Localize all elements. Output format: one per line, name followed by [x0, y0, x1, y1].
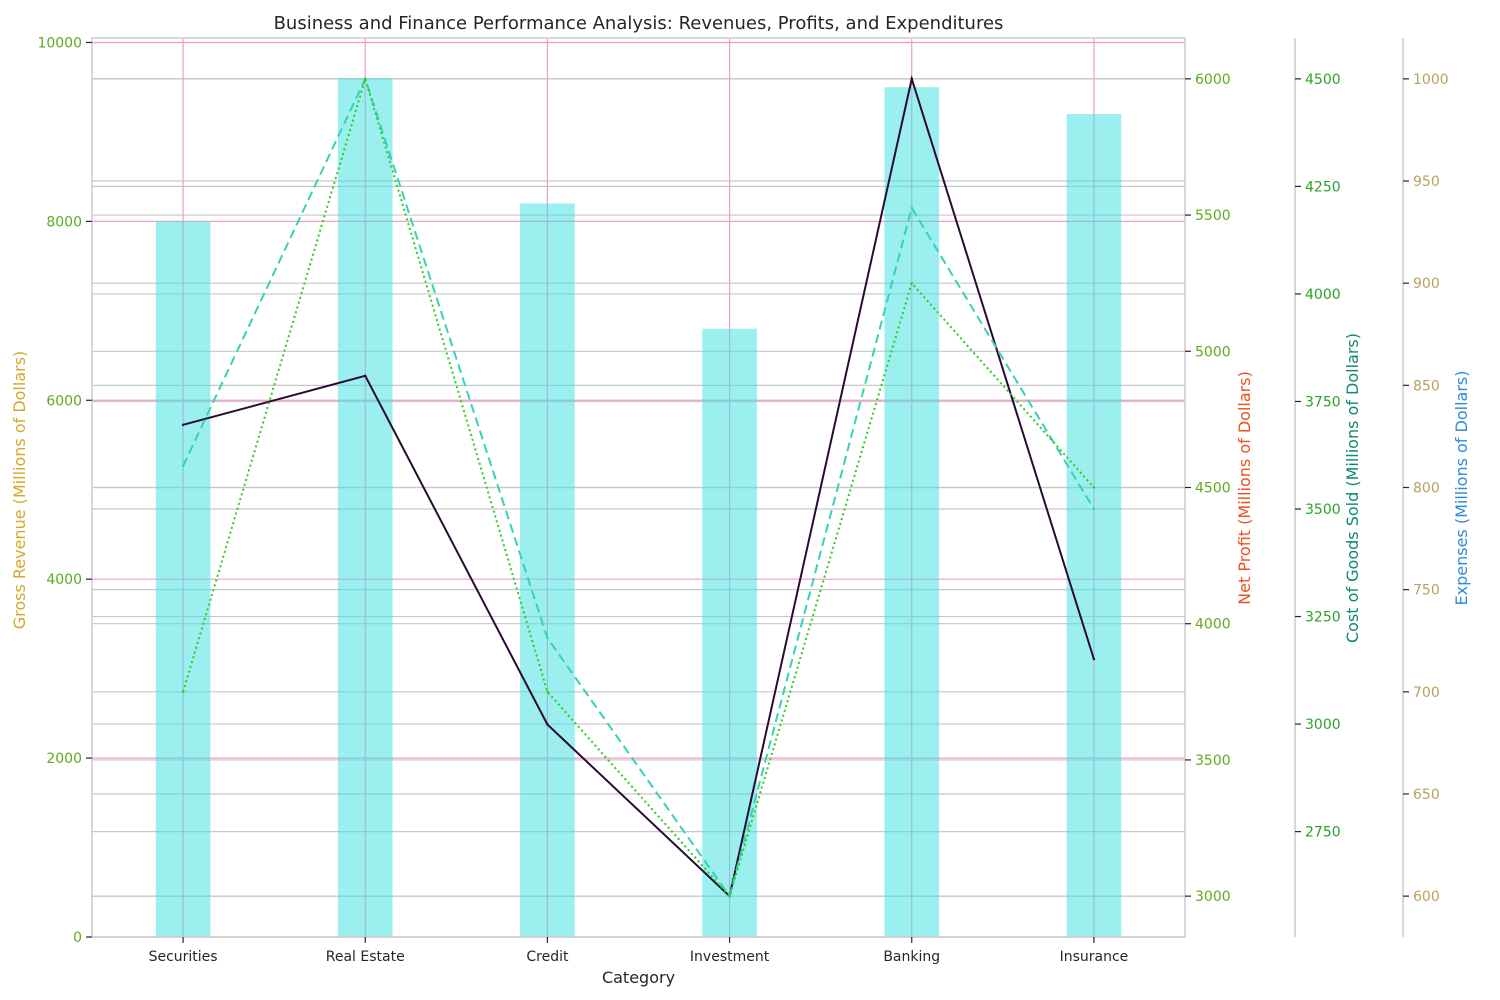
- y-tick-label-profit-3500: 3500: [1195, 753, 1231, 769]
- y-tick-label-gross-8000: 8000: [46, 214, 82, 230]
- point-net-profit-real-estate: [364, 374, 367, 378]
- y-tick-label-expenses-1000: 1000: [1413, 72, 1449, 88]
- y-tick-label-cogs-3000: 3000: [1305, 717, 1341, 733]
- y-tick-label-expenses-650: 650: [1413, 787, 1440, 803]
- y-axis-label-gross: Gross Revenue (Millions of Dollars): [10, 351, 29, 630]
- point-cost-of-goods-sold-banking: [910, 206, 913, 210]
- point-net-profit-credit: [546, 723, 549, 726]
- point-cost-of-goods-sold-insurance: [1092, 507, 1096, 511]
- x-tick-label-credit: Credit: [526, 949, 569, 965]
- y-tick-label-gross-4000: 4000: [46, 572, 82, 588]
- point-expenses-credit: [546, 690, 549, 694]
- bars-layer: [155, 78, 1122, 938]
- lines-layer: [181, 75, 1096, 899]
- point-expenses-insurance: [1092, 486, 1096, 489]
- y-tick-label-gross-6000: 6000: [46, 393, 82, 409]
- x-tick-label-insurance: Insurance: [1060, 949, 1129, 965]
- bar-investment: [702, 328, 757, 937]
- x-tick-label-banking: Banking: [883, 949, 940, 965]
- point-expenses-real-estate: [364, 77, 367, 81]
- bar-credit: [520, 203, 575, 938]
- line-cost-of-goods-sold: [182, 76, 1095, 899]
- y-tick-label-profit-5000: 5000: [1195, 344, 1231, 360]
- x-axis-label: Category: [602, 968, 675, 987]
- x-tick-label-investment: Investment: [690, 949, 770, 965]
- chart-title: Business and Finance Performance Analysi…: [274, 13, 1004, 34]
- y-axis-label-cogs: Cost of Goods Sold (Millions of Dollars): [1343, 333, 1362, 643]
- y-tick-label-expenses-700: 700: [1413, 685, 1440, 701]
- x-tick-label-real-estate: Real Estate: [326, 949, 405, 965]
- y-tick-label-profit-3000: 3000: [1195, 889, 1231, 905]
- point-cost-of-goods-sold-securities: [181, 464, 185, 468]
- y-tick-label-expenses-750: 750: [1413, 583, 1440, 599]
- y-tick-label-cogs-3750: 3750: [1305, 394, 1341, 410]
- y-tick-label-expenses-950: 950: [1413, 174, 1440, 190]
- y-tick-label-cogs-4500: 4500: [1305, 72, 1341, 88]
- point-expenses-securities: [181, 690, 185, 694]
- y-tick-label-profit-6000: 6000: [1195, 72, 1231, 88]
- y-tick-label-profit-4500: 4500: [1195, 481, 1231, 497]
- bar-securities: [155, 221, 211, 937]
- line-net-profit: [182, 75, 1095, 899]
- y-tick-label-cogs-2750: 2750: [1305, 825, 1341, 841]
- point-expenses-banking: [910, 281, 913, 285]
- y-axis-label-expenses: Expenses (Millions of Dollars): [1452, 371, 1471, 606]
- point-expenses-investment: [728, 894, 731, 898]
- y-tick-label-gross-0: 0: [73, 930, 82, 946]
- y-tick-label-profit-4000: 4000: [1195, 617, 1231, 633]
- y-tick-label-cogs-3250: 3250: [1305, 610, 1341, 626]
- y-tick-label-cogs-4000: 4000: [1305, 287, 1341, 303]
- point-net-profit-banking: [910, 77, 913, 81]
- y-tick-label-cogs-4250: 4250: [1305, 179, 1341, 195]
- y-tick-label-cogs-3500: 3500: [1305, 502, 1341, 518]
- grid-layer: [92, 38, 1185, 938]
- bar-banking: [884, 87, 940, 938]
- y-tick-label-gross-2000: 2000: [46, 751, 82, 767]
- y-axis-label-profit: Net Profit (Millions of Dollars): [1235, 371, 1254, 605]
- y-tick-label-profit-5500: 5500: [1195, 208, 1231, 224]
- x-tick-label-securities: Securities: [149, 949, 218, 965]
- y-tick-label-expenses-600: 600: [1413, 889, 1440, 905]
- point-net-profit-securities: [181, 423, 185, 427]
- point-cost-of-goods-sold-credit: [546, 636, 549, 640]
- y-tick-label-gross-10000: 10000: [37, 35, 82, 51]
- ticks-layer: Securities Real Estate Credit Investment Ban…: [37, 35, 1448, 965]
- line-expenses: [182, 75, 1095, 899]
- point-net-profit-insurance: [1092, 657, 1096, 661]
- bar-insurance: [1066, 114, 1122, 937]
- y-tick-label-expenses-800: 800: [1413, 481, 1440, 497]
- y-tick-label-expenses-850: 850: [1413, 378, 1440, 394]
- bar-real-estate: [337, 78, 393, 938]
- axes-layer: Gross Revenue (Millions of Dollars) Net P…: [10, 37, 1471, 938]
- y-tick-label-expenses-900: 900: [1413, 276, 1440, 292]
